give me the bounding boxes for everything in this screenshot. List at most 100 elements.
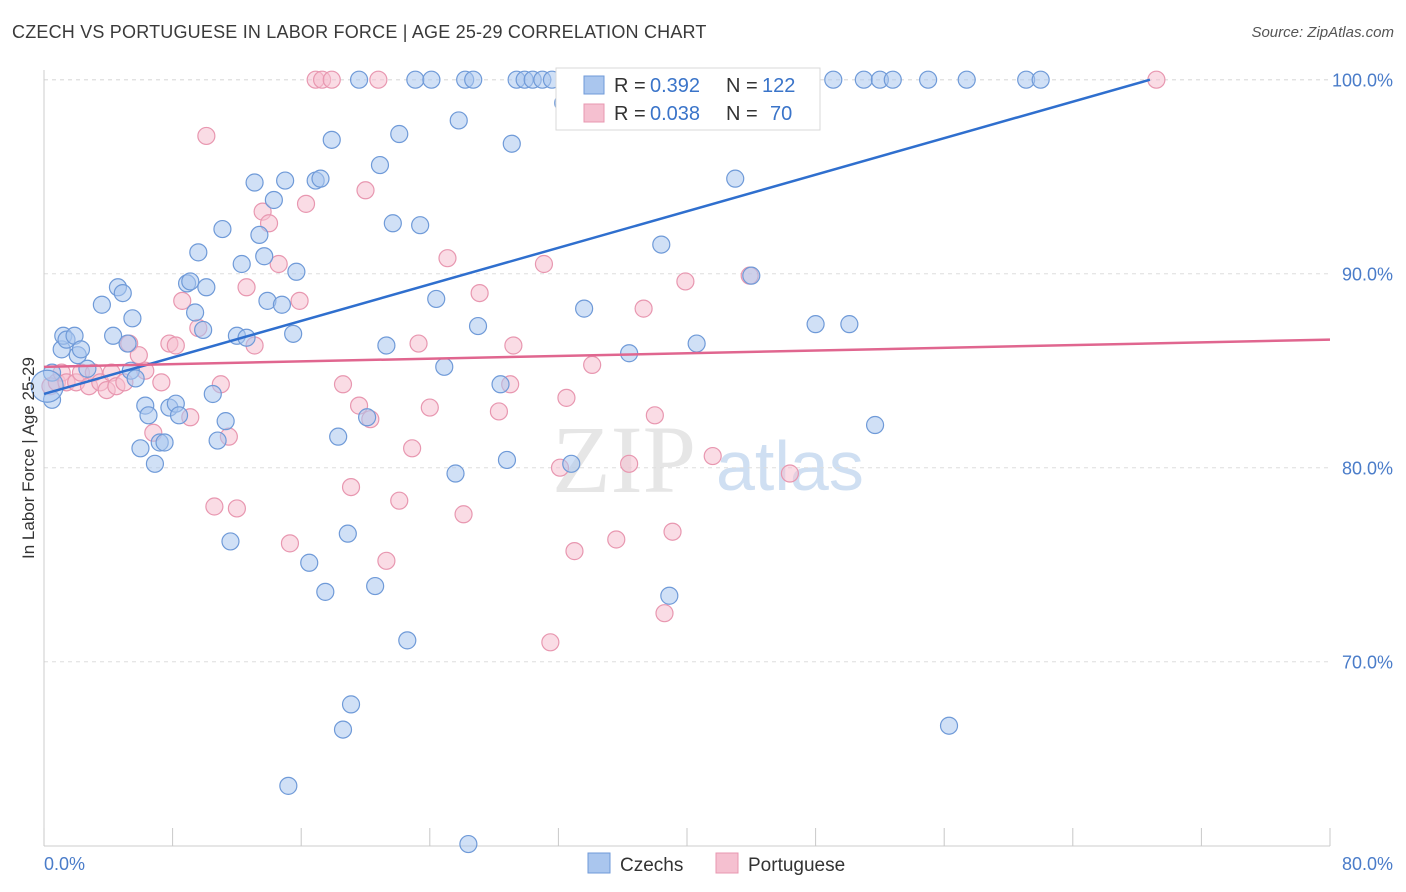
czech-point — [435, 357, 454, 376]
czech-point — [333, 720, 353, 739]
portuguese-point — [489, 402, 509, 421]
czech-point — [883, 70, 902, 89]
czech-point — [957, 70, 976, 89]
czech-point — [806, 315, 825, 334]
czech-trend-line — [43, 78, 1151, 396]
y-tick-labels: 70.0% 80.0% 90.0% 100.0% — [1332, 71, 1393, 673]
czech-point — [155, 433, 174, 452]
czech-point — [208, 431, 227, 450]
czech-point — [919, 70, 938, 89]
portuguese-point — [333, 375, 353, 394]
portuguese-point — [655, 604, 674, 623]
portuguese-point — [1147, 70, 1166, 89]
czech-point — [491, 375, 510, 394]
chart-title: CZECH VS PORTUGUESE IN LABOR FORCE | AGE… — [12, 22, 707, 42]
czech-point — [126, 369, 145, 388]
portuguese-point — [390, 491, 409, 510]
czech-point — [113, 284, 132, 303]
x-ticks — [43, 828, 1331, 846]
czech-point — [131, 439, 150, 458]
czech-point — [370, 155, 390, 175]
portuguese-point — [322, 70, 341, 89]
czech-point — [216, 412, 235, 431]
portuguese-point — [565, 542, 584, 561]
bottom-legend-portuguese: Portuguese — [748, 855, 845, 876]
portuguese-point — [377, 551, 396, 570]
portuguese-point — [290, 291, 309, 310]
czech-point — [250, 225, 269, 244]
czech-point — [446, 464, 465, 483]
portuguese-point — [296, 194, 316, 213]
legend-czech-swatch — [583, 75, 605, 95]
portuguese-point — [152, 373, 171, 392]
czech-point — [341, 695, 361, 714]
czech-point — [660, 586, 679, 605]
portuguese-point — [634, 299, 653, 318]
czech-point — [71, 340, 91, 359]
czech-point — [497, 450, 517, 470]
czech-point — [349, 70, 369, 89]
czech-point — [118, 334, 137, 353]
x-tick-label-max: 80.0% — [1342, 854, 1393, 874]
czech-point — [459, 834, 478, 854]
czech-point — [264, 190, 283, 210]
czech-point — [652, 235, 671, 254]
portuguese-points — [41, 70, 1166, 652]
portuguese-point — [356, 181, 375, 200]
czech-point — [840, 315, 859, 334]
czech-point — [186, 303, 205, 322]
y-tick-label: 70.0% — [1342, 653, 1393, 673]
czech-point — [422, 70, 441, 89]
portuguese-point — [420, 398, 439, 417]
czech-point — [1031, 70, 1050, 89]
bottom-legend-czech-swatch — [587, 852, 611, 874]
legend-portuguese-swatch — [583, 103, 605, 123]
bottom-legend-portuguese-swatch — [715, 852, 739, 874]
legend-portuguese-r-value: 0.038 — [650, 103, 700, 125]
czech-point — [329, 427, 348, 446]
czech-point — [468, 316, 488, 336]
y-tick-label: 90.0% — [1342, 265, 1393, 285]
portuguese-trend-line — [43, 338, 1331, 369]
portuguese-point — [227, 499, 246, 518]
legend-portuguese-n-value: 70 — [770, 103, 792, 125]
source-label: Source: ZipAtlas.com — [1251, 24, 1394, 41]
y-axis-label: In Labor Force | Age 25-29 — [19, 357, 38, 559]
czech-point — [169, 406, 189, 425]
czech-point — [406, 70, 425, 89]
czech-point — [377, 336, 396, 355]
legend-portuguese-n-label: N = — [726, 103, 758, 125]
czech-point — [221, 532, 240, 551]
portuguese-point — [645, 406, 664, 425]
czech-point — [279, 776, 298, 795]
czech-point — [865, 415, 885, 435]
czech-point — [427, 289, 446, 309]
portuguese-point — [259, 214, 279, 233]
czech-point — [411, 216, 430, 235]
czech-point — [284, 324, 303, 343]
portuguese-point — [197, 126, 216, 146]
portuguese-point — [173, 291, 192, 310]
y-tick-label: 100.0% — [1332, 71, 1393, 91]
legend-box: R = 0.392 N = 122 R = 0.038 N = 70 — [555, 67, 821, 131]
czech-point — [245, 173, 264, 192]
czech-point — [687, 334, 706, 353]
portuguese-point — [676, 272, 695, 291]
czech-point — [464, 70, 483, 89]
czech-point — [30, 369, 64, 403]
czech-point — [398, 631, 417, 650]
legend-czech-r-value: 0.392 — [650, 75, 700, 97]
portuguese-point — [438, 249, 457, 268]
trend-lines — [43, 78, 1331, 396]
czech-points — [30, 70, 1050, 854]
czech-point — [189, 243, 208, 262]
czech-point — [104, 326, 123, 345]
czech-point — [824, 70, 843, 89]
portuguese-point — [237, 278, 256, 297]
czech-point — [726, 169, 745, 188]
czech-point — [939, 716, 959, 735]
bottom-legend-czechs: Czechs — [620, 855, 683, 876]
czech-point — [213, 219, 232, 239]
legend-czech-r-label: R = — [614, 75, 646, 97]
